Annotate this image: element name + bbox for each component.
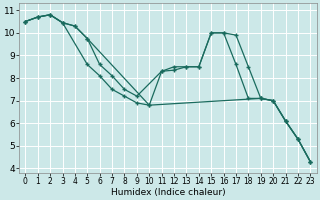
X-axis label: Humidex (Indice chaleur): Humidex (Indice chaleur) (110, 188, 225, 197)
